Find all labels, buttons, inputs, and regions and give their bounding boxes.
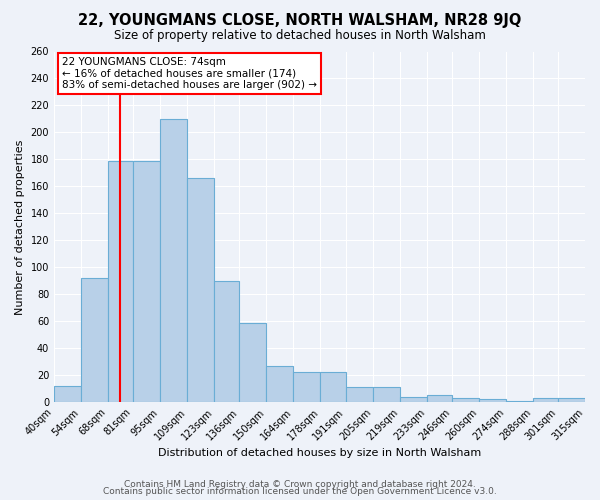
Bar xyxy=(479,400,506,402)
Bar xyxy=(214,281,239,402)
X-axis label: Distribution of detached houses by size in North Walsham: Distribution of detached houses by size … xyxy=(158,448,481,458)
Text: Size of property relative to detached houses in North Walsham: Size of property relative to detached ho… xyxy=(114,28,486,42)
Bar xyxy=(54,386,81,402)
Bar xyxy=(133,160,160,402)
Bar xyxy=(160,119,187,402)
Bar xyxy=(373,388,400,402)
Bar xyxy=(533,398,558,402)
Bar xyxy=(506,401,533,402)
Bar xyxy=(239,322,266,402)
Bar xyxy=(293,372,320,402)
Bar xyxy=(452,398,479,402)
Text: 22 YOUNGMANS CLOSE: 74sqm
← 16% of detached houses are smaller (174)
83% of semi: 22 YOUNGMANS CLOSE: 74sqm ← 16% of detac… xyxy=(62,57,317,90)
Bar xyxy=(558,398,585,402)
Text: Contains HM Land Registry data © Crown copyright and database right 2024.: Contains HM Land Registry data © Crown c… xyxy=(124,480,476,489)
Bar xyxy=(320,372,346,402)
Bar xyxy=(346,388,373,402)
Bar xyxy=(427,396,452,402)
Bar xyxy=(187,178,214,402)
Bar xyxy=(108,160,133,402)
Text: 22, YOUNGMANS CLOSE, NORTH WALSHAM, NR28 9JQ: 22, YOUNGMANS CLOSE, NORTH WALSHAM, NR28… xyxy=(79,12,521,28)
Bar xyxy=(266,366,293,402)
Y-axis label: Number of detached properties: Number of detached properties xyxy=(15,139,25,314)
Text: Contains public sector information licensed under the Open Government Licence v3: Contains public sector information licen… xyxy=(103,487,497,496)
Bar xyxy=(400,397,427,402)
Bar xyxy=(81,278,108,402)
